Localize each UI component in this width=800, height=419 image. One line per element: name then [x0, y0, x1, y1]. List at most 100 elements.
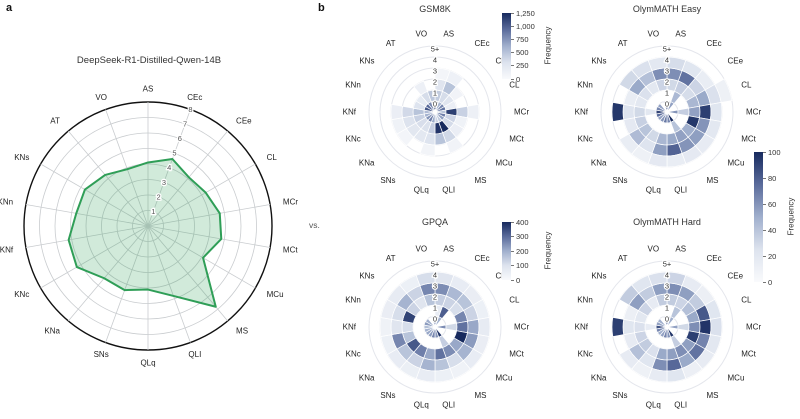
svg-text:CEc: CEc — [475, 254, 490, 263]
svg-text:AT: AT — [50, 117, 60, 126]
panel-b-label: b — [318, 2, 325, 14]
olymmath-hard-chart: 0 1 2 3 4 5+AS CEc CEe CL MCr MCt MCu MS QLI QLq SNs KNa… — [575, 245, 762, 410]
gsm8k-title: GSM8K — [419, 4, 451, 14]
svg-text:QLI: QLI — [674, 400, 687, 409]
svg-text:KNs: KNs — [14, 153, 29, 162]
svg-text:KNf: KNf — [0, 245, 14, 254]
svg-text:CL: CL — [741, 80, 752, 89]
colorbar-tickmark — [763, 255, 766, 257]
svg-text:QLI: QLI — [442, 185, 455, 194]
svg-text:MS: MS — [236, 326, 248, 335]
svg-text:QLq: QLq — [140, 359, 155, 368]
svg-text:MCu: MCu — [728, 373, 745, 382]
svg-text:1: 1 — [665, 89, 669, 98]
svg-text:MCt: MCt — [509, 135, 524, 144]
svg-text:MCt: MCt — [283, 245, 298, 254]
svg-text:1: 1 — [151, 207, 155, 216]
svg-text:KNs: KNs — [359, 272, 374, 281]
colorbar-tick-label: 20 — [768, 251, 777, 261]
svg-text:5+: 5+ — [663, 45, 672, 54]
svg-text:2: 2 — [665, 78, 669, 87]
svg-text:4: 4 — [167, 163, 171, 172]
gsm8k-chart: 012345+ASCEcCEeCLMCrMCtMCuMSQLIQLqSNsKNa… — [343, 30, 530, 195]
gpqa-chart: 012345+ASCEcCEeCLMCrMCtMCuMSQLIQLqSNsKNa… — [343, 245, 530, 410]
colorbar-tick-label: 80 — [768, 173, 777, 183]
svg-text:AS: AS — [443, 245, 454, 254]
svg-text:4: 4 — [433, 56, 437, 65]
polar-radial-ticks: 0 1 2 3 4 5+ — [661, 258, 673, 325]
colorbar-tick-label: 100 — [768, 147, 781, 157]
svg-text:QLI: QLI — [674, 185, 687, 194]
svg-text:KNs: KNs — [591, 272, 606, 281]
svg-text:5+: 5+ — [431, 45, 440, 54]
svg-text:QLq: QLq — [414, 400, 429, 409]
colorbar-tickmark — [511, 250, 514, 252]
svg-text:MCu: MCu — [728, 158, 745, 167]
svg-text:QLI: QLI — [188, 350, 201, 359]
olymmath-easy-chart: 0 1 2 3 4 5+AS CEc CEe CL MCr MCt MCu MS QLI QLq SNs KNa… — [575, 30, 762, 195]
colorbar-tickmark — [763, 151, 766, 153]
svg-text:4: 4 — [665, 271, 669, 280]
svg-text:KNc: KNc — [14, 290, 29, 299]
svg-text:CEc: CEc — [707, 39, 722, 48]
svg-text:MS: MS — [707, 391, 719, 400]
colorbar-tickmark — [763, 229, 766, 231]
colorbar-tickmark — [511, 12, 514, 14]
svg-text:1: 1 — [433, 89, 437, 98]
svg-text:3: 3 — [433, 67, 437, 76]
svg-text:1: 1 — [433, 304, 437, 313]
svg-text:SNs: SNs — [612, 391, 627, 400]
svg-text:MCu: MCu — [496, 373, 513, 382]
colorbar-tickmark — [763, 203, 766, 205]
colorbar-tick-label: 750 — [516, 34, 529, 44]
svg-text:KNc: KNc — [578, 135, 593, 144]
svg-text:QLI: QLI — [442, 400, 455, 409]
colorbar-tickmark — [511, 265, 514, 266]
svg-text:AS: AS — [443, 30, 454, 39]
svg-text:KNa: KNa — [44, 326, 60, 335]
svg-text:CEc: CEc — [707, 254, 722, 263]
svg-text:KNa: KNa — [591, 373, 607, 382]
colorbar-tick-label: 40 — [768, 225, 777, 235]
radar-grid — [23, 101, 273, 351]
svg-text:AT: AT — [386, 254, 396, 263]
colorbar-tick-label: 250 — [516, 61, 529, 71]
radar-polygon — [67, 157, 223, 308]
svg-text:MCr: MCr — [746, 323, 761, 332]
svg-text:AS: AS — [675, 30, 686, 39]
svg-text:KNc: KNc — [346, 350, 361, 359]
svg-text:2: 2 — [433, 293, 437, 302]
colorbar-gradient — [502, 13, 511, 79]
svg-text:8: 8 — [188, 105, 192, 114]
colorbar-gradient — [502, 222, 511, 280]
svg-text:3: 3 — [433, 282, 437, 291]
svg-text:KNa: KNa — [591, 158, 607, 167]
svg-text:CEe: CEe — [728, 272, 744, 281]
polar-cells — [379, 271, 491, 383]
svg-text:KNa: KNa — [359, 158, 375, 167]
svg-text:KNs: KNs — [359, 57, 374, 66]
gpqa-title: GPQA — [421, 217, 448, 227]
svg-text:VO: VO — [648, 30, 660, 39]
colorbar-tickmark — [511, 279, 514, 281]
svg-text:KNf: KNf — [343, 323, 357, 332]
polar-cells — [390, 67, 480, 157]
svg-text:KNn: KNn — [577, 80, 593, 89]
gsm8k-colorbar: 1,250 1,000 750 500 250 0 — [502, 9, 542, 84]
colorbar-tick-label: 0 — [768, 277, 773, 287]
svg-text:4: 4 — [665, 56, 669, 65]
polar-radial-ticks: 0 1 2 3 4 5+ — [429, 43, 441, 110]
svg-text:2: 2 — [665, 293, 669, 302]
polar-cells — [611, 56, 733, 168]
svg-text:CL: CL — [509, 80, 520, 89]
colorbar-tickmark — [763, 177, 766, 179]
svg-text:CEe: CEe — [728, 57, 744, 66]
radar-title: DeepSeek-R1-Distilled-Qwen-14B — [76, 55, 222, 66]
svg-text:KNf: KNf — [343, 108, 357, 117]
svg-text:3: 3 — [162, 178, 166, 187]
olymmath-shared-colorbar-label: Frequency — [786, 197, 796, 236]
svg-text:5+: 5+ — [663, 260, 672, 269]
